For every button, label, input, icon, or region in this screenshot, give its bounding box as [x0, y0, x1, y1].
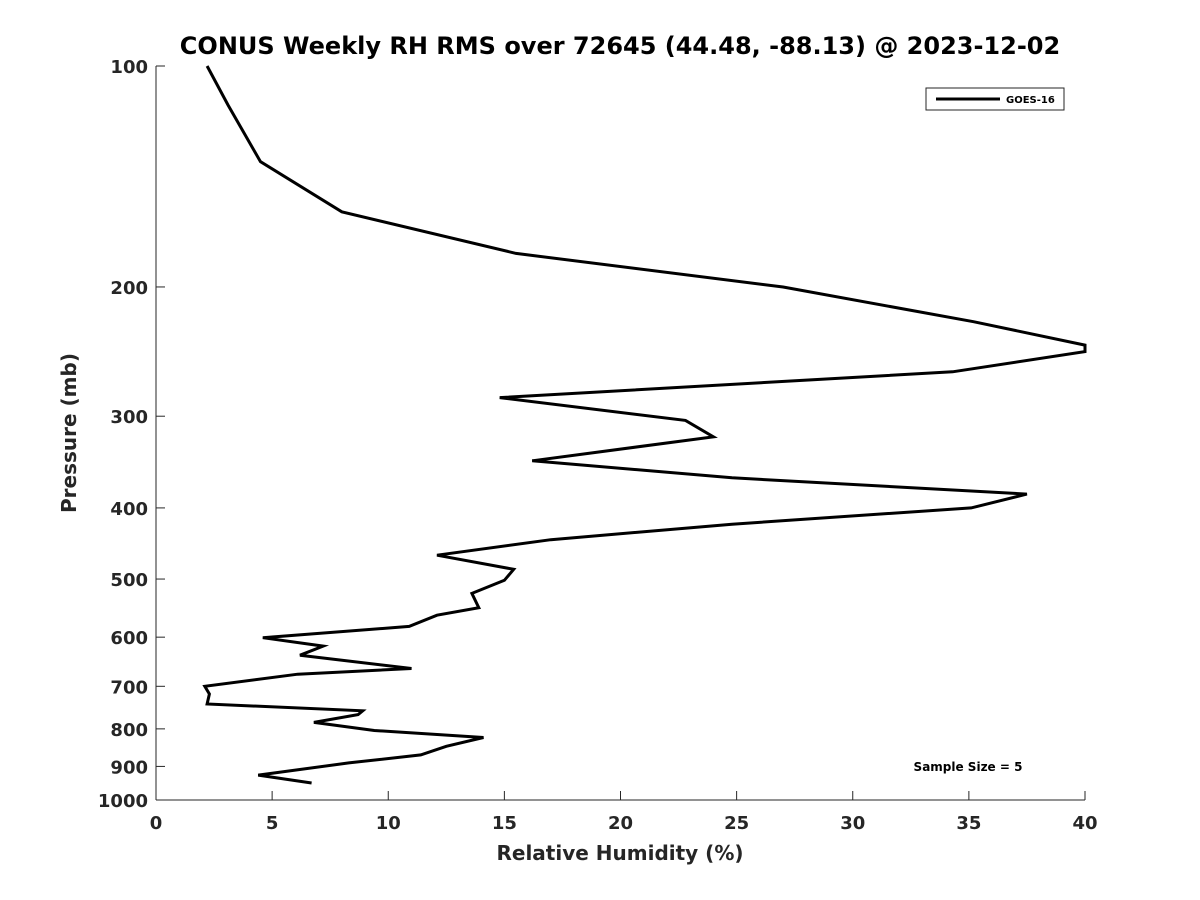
y-tick-label: 400	[110, 499, 148, 520]
x-tick-label: 30	[840, 813, 865, 834]
y-tick-label: 1000	[98, 791, 148, 812]
x-tick-label: 10	[376, 813, 401, 834]
x-axis-label: Relative Humidity (%)	[496, 841, 743, 865]
x-tick-label: 5	[266, 813, 279, 834]
y-tick-label: 600	[110, 628, 148, 649]
plot-area	[156, 66, 1085, 800]
sample-size-annotation: Sample Size = 5	[914, 760, 1023, 774]
x-tick-label: 20	[608, 813, 633, 834]
y-tick-label: 900	[110, 757, 148, 778]
y-tick-label: 300	[110, 407, 148, 428]
y-tick-label: 500	[110, 570, 148, 591]
axis-ticks: 0 5 10 15 20 25 30 35 40 100 200 300 400 500 600 700 800…	[98, 57, 1098, 834]
y-tick-label: 700	[110, 677, 148, 698]
y-axis-label: Pressure (mb)	[57, 353, 81, 513]
y-tick-label: 100	[110, 57, 148, 78]
chart-title: CONUS Weekly RH RMS over 72645 (44.48, -…	[180, 32, 1060, 60]
legend: GOES-16	[925, 87, 1065, 111]
x-tick-label: 40	[1072, 813, 1097, 834]
y-tick-label: 800	[110, 720, 148, 741]
x-tick-label: 25	[724, 813, 749, 834]
x-tick-label: 15	[492, 813, 517, 834]
series-line-goes-16	[202, 65, 1087, 785]
legend-label-goes-16: GOES-16	[1006, 95, 1055, 106]
y-tick-label: 200	[110, 278, 148, 299]
x-tick-label: 0	[150, 813, 163, 834]
x-tick-label: 35	[956, 813, 981, 834]
